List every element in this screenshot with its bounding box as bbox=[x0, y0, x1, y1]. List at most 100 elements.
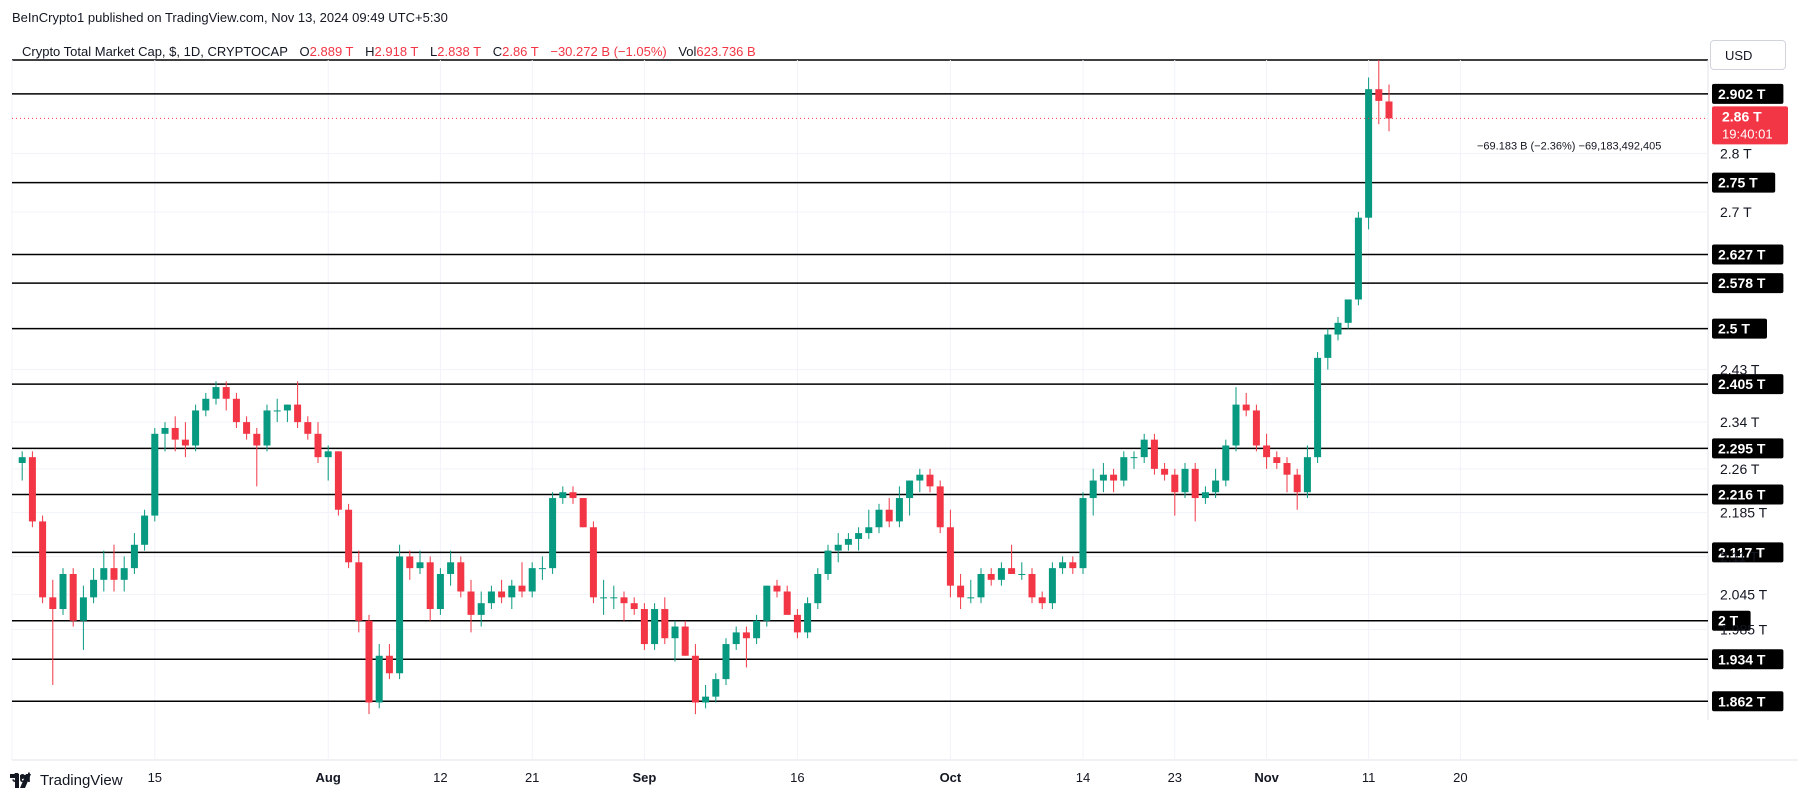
footer-brand[interactable]: TradingView bbox=[10, 772, 123, 789]
x-tick-label: 12 bbox=[433, 770, 447, 785]
candle-body bbox=[355, 562, 363, 621]
candle-body bbox=[1334, 322, 1342, 335]
open-label: O bbox=[299, 44, 310, 59]
candle-body bbox=[161, 427, 169, 434]
y-tick-label: 2.8 T bbox=[1720, 145, 1752, 161]
candle-body bbox=[1028, 573, 1036, 598]
candle-body bbox=[436, 573, 444, 610]
level-label: 2.578 T bbox=[1718, 275, 1766, 291]
y-tick-label: 2.045 T bbox=[1720, 586, 1768, 602]
candle-body bbox=[742, 632, 750, 639]
level-label: 2.405 T bbox=[1718, 376, 1766, 392]
candle-body bbox=[100, 568, 108, 580]
candle-body bbox=[722, 644, 730, 680]
candle-body bbox=[936, 486, 944, 528]
x-tick-label: 14 bbox=[1076, 770, 1090, 785]
level-label: 1.862 T bbox=[1718, 693, 1766, 709]
candle-body bbox=[477, 603, 485, 615]
candle-body bbox=[804, 603, 812, 633]
candle-body bbox=[1201, 492, 1209, 499]
candle-body bbox=[49, 597, 57, 610]
candle-body bbox=[406, 556, 414, 569]
candle-body bbox=[1293, 474, 1301, 493]
candle-body bbox=[834, 544, 842, 551]
symbol-legend: Crypto Total Market Cap, $, 1D, CRYPTOCA… bbox=[22, 44, 756, 59]
candle-body bbox=[1008, 568, 1016, 574]
overlay: 2.86 T 19:40:01 −69.183 B (−2.36%) −69,183… bbox=[12, 106, 1788, 152]
level-label: 2 T bbox=[1718, 613, 1739, 629]
candle-body bbox=[814, 573, 822, 604]
candle-body bbox=[630, 603, 638, 610]
x-tick-label: 21 bbox=[525, 770, 539, 785]
candle-body bbox=[844, 538, 852, 545]
candle-body bbox=[110, 568, 118, 580]
candle-body bbox=[875, 509, 883, 528]
candle-body bbox=[824, 550, 832, 574]
candle-body bbox=[18, 457, 26, 464]
level-label: 2.295 T bbox=[1718, 440, 1766, 456]
candle-body bbox=[651, 609, 659, 645]
x-tick-label: 16 bbox=[790, 770, 804, 785]
candle-body bbox=[579, 498, 587, 528]
candle-body bbox=[324, 451, 332, 458]
candle-body bbox=[773, 585, 781, 592]
candle-body bbox=[1140, 439, 1148, 458]
candle-body bbox=[498, 591, 506, 598]
candle-body bbox=[559, 492, 567, 499]
candle-body bbox=[712, 679, 720, 697]
candle-body bbox=[508, 585, 516, 598]
candle-body bbox=[783, 591, 791, 615]
candle-body bbox=[1324, 334, 1332, 358]
candle-body bbox=[457, 562, 465, 592]
candle-body bbox=[273, 410, 281, 412]
level-badge bbox=[1712, 244, 1784, 265]
current-price-badge bbox=[1712, 106, 1788, 145]
candle-body bbox=[528, 568, 536, 592]
x-tick-label: Oct bbox=[940, 770, 962, 785]
candle-body bbox=[385, 655, 393, 674]
candle-body bbox=[1375, 89, 1383, 101]
y-tick-label: 2.185 T bbox=[1720, 505, 1768, 521]
candle-body bbox=[946, 527, 954, 586]
candle-body bbox=[1069, 562, 1077, 569]
currency-button[interactable]: USD bbox=[1710, 40, 1786, 70]
candle-body bbox=[294, 404, 302, 423]
candle-body bbox=[447, 562, 455, 574]
brand-label: TradingView bbox=[40, 772, 123, 789]
x-tick-label: Sep bbox=[632, 770, 656, 785]
candle-body bbox=[885, 509, 893, 522]
high-value: 2.918 T bbox=[374, 44, 419, 59]
candle-body bbox=[426, 562, 434, 610]
candle-body bbox=[753, 620, 761, 639]
candle-body bbox=[1130, 457, 1138, 459]
volume-value: 623.736 B bbox=[696, 44, 756, 59]
candle-body bbox=[732, 632, 740, 645]
candle-body bbox=[977, 573, 985, 598]
publish-header: BeInCrypto1 published on TradingView.com… bbox=[12, 10, 448, 25]
candle-body bbox=[253, 433, 261, 446]
candle-body bbox=[702, 696, 710, 703]
candle-body bbox=[69, 573, 77, 621]
candles bbox=[18, 60, 1393, 715]
candle-body bbox=[906, 480, 914, 499]
candle-body bbox=[997, 568, 1005, 580]
low-label: L bbox=[430, 44, 438, 59]
candle-body bbox=[793, 614, 801, 633]
y-tick-label: 2.43 T bbox=[1720, 362, 1760, 378]
level-lines: 2.902 T2.75 T2.627 T2.578 T2.5 T2.405 T2… bbox=[12, 83, 1784, 712]
candle-body bbox=[59, 573, 67, 610]
measure-annotation: −69.183 B (−2.36%) −69,183,492,405 bbox=[1477, 140, 1661, 152]
symbol-name[interactable]: Crypto Total Market Cap, $, 1D, CRYPTOCA… bbox=[22, 44, 288, 59]
candle-body bbox=[671, 626, 679, 639]
candle-body bbox=[1365, 89, 1373, 218]
candle-body bbox=[283, 404, 291, 411]
candle-body bbox=[375, 655, 383, 703]
candle-body bbox=[90, 579, 98, 598]
level-label: 2.75 T bbox=[1718, 175, 1758, 191]
level-badge bbox=[1712, 318, 1767, 339]
candle-body bbox=[681, 626, 689, 656]
candle-body bbox=[1161, 468, 1169, 475]
candle-body bbox=[1079, 498, 1087, 569]
candle-body bbox=[1314, 357, 1322, 458]
